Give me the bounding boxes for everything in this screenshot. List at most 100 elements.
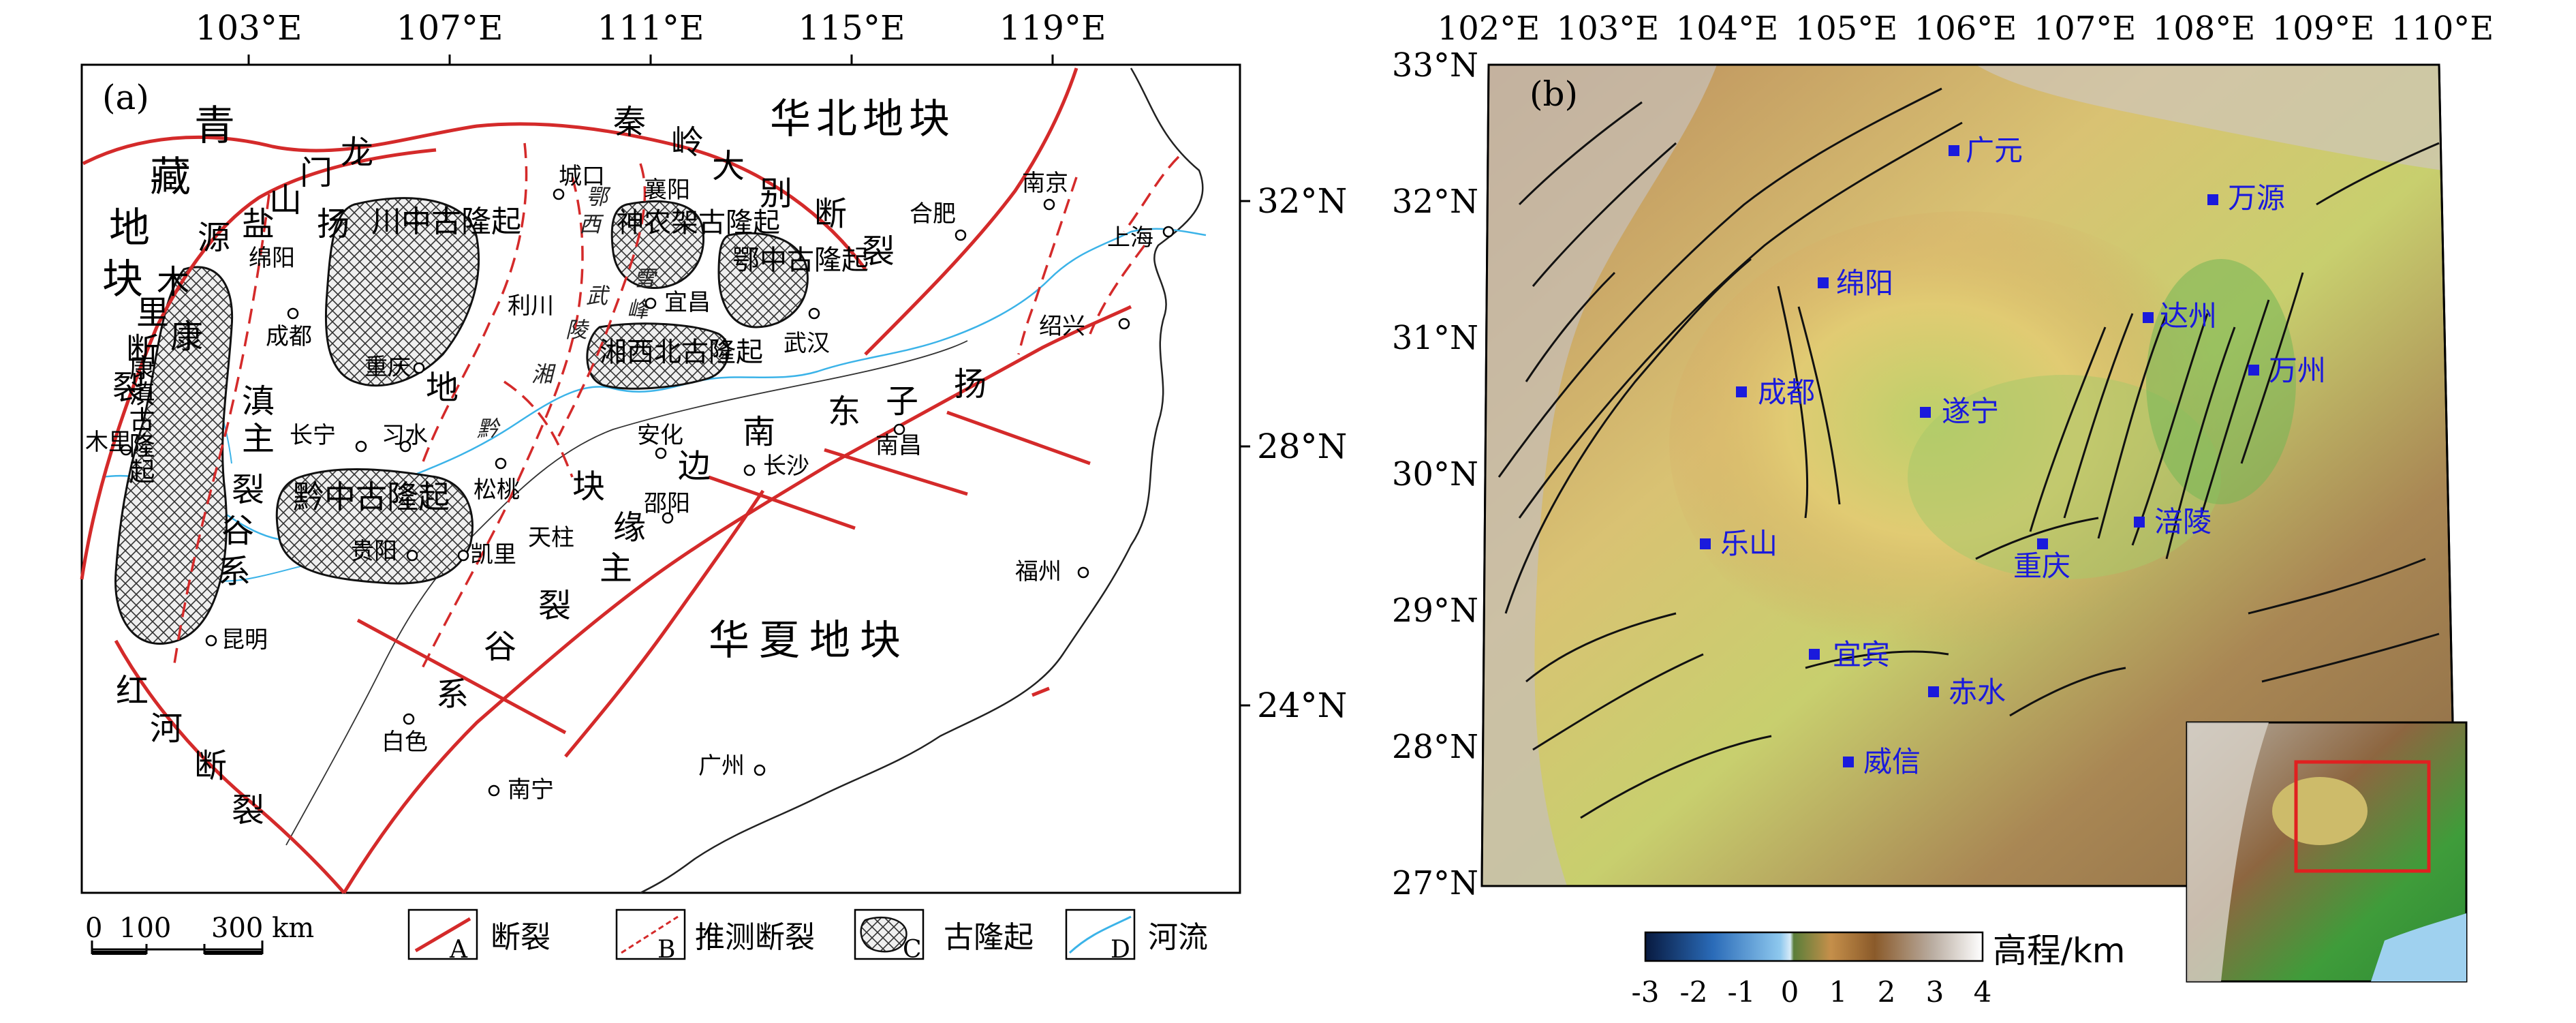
fault-char: 谷 [221,512,254,550]
lon-tick: 110°E [2391,10,2494,48]
lon-tick: 105°E [1795,10,1898,48]
fault-char: 雪 [634,266,657,292]
lat-tick: 32°N [1257,181,1347,221]
fault-short [1031,686,1050,697]
city-chengkou: 城口 [553,163,605,200]
svg-text:贵阳: 贵阳 [351,538,397,565]
block-labels: 青 藏 地 块 华北地块 华夏地块 [102,95,955,665]
block-qingzang: 藏 [150,153,191,201]
city-shanghai: 上海 [1107,224,1175,251]
city-baise: 白色 [382,713,428,756]
svg-text:南宁: 南宁 [508,776,554,804]
city-xiangyang: 襄阳 [644,177,690,204]
fault-char: 边 [678,447,711,485]
fault-char: 系 [436,675,469,714]
fault-char: 秦 [613,103,646,141]
fault-char: 断 [814,195,847,233]
lon-tick: 107°E [397,8,503,48]
fault-char: 裂 [862,232,895,271]
block-huaxia: 华夏地块 [709,617,910,665]
svg-text:福州: 福州 [1015,558,1061,585]
svg-text:上海: 上海 [1107,224,1153,251]
fault-char: 系 [218,553,251,591]
svg-text:白色: 白色 [382,729,428,756]
svg-text:广州: 广州 [698,752,745,780]
city-changsha: 长沙 [743,453,809,480]
panel-b: (b) 102°E 103°E 104°E 105°E 106°E 107°E … [1392,10,2494,1009]
uplift-qianzhong [275,468,474,585]
svg-text:习水: 习水 [382,422,428,449]
lat-tick: 32°N [1392,183,1478,221]
fault-char: 西 [579,211,604,237]
city-mianyang: 绵阳 [249,245,295,272]
lat-tick: 24°N [1257,686,1347,725]
svg-text:合肥: 合肥 [910,200,956,228]
scale-tick: 100 [119,913,171,944]
fault-char: 块 [572,468,605,506]
svg-text:松桃: 松桃 [474,476,520,504]
svg-text:武汉: 武汉 [783,330,830,357]
lat-tick: 29°N [1392,592,1478,630]
city-chongqing-b: 重庆 [2013,538,2070,583]
block-qingzang: 青 [194,102,235,150]
coastline [640,67,1204,894]
city-fuzhou: 福州 [1015,558,1089,585]
lon-tick: 104°E [1676,10,1779,48]
svg-text:成都: 成都 [266,323,312,350]
uplift-name: 神农架古隆起 [617,207,780,239]
panel-a-lon-axis: 103°E 107°E 111°E 115°E 119°E [196,8,1106,65]
lon-tick: 111°E [598,8,704,48]
lat-tick: 28°N [1257,427,1347,466]
city-suining: 遂宁 [1920,395,1999,428]
inset-extent-box [2294,760,2431,873]
inset-map [2186,721,2468,983]
fault-longmenshan [80,148,437,580]
svg-text:南昌: 南昌 [875,432,922,459]
colorbar-tick: 0 [1781,975,1799,1009]
fault-char: 谷 [484,628,516,666]
fault-char: 大 [712,147,745,185]
city-kaili: 凯里 [457,541,516,568]
block-qingzang: 地 [109,204,150,252]
fault-qinling-dabie [82,122,867,271]
svg-text:宜宾: 宜宾 [1833,638,1890,671]
uplift-name: 黔中古隆起 [293,478,450,515]
city-muli: 木里 [85,429,132,456]
city-shaoxing: 绍兴 [1039,313,1130,340]
scale-tick: 0 [85,913,102,944]
city-kunming: 昆明 [205,626,268,654]
fault-char: 别 [760,174,792,213]
panel-a: (a) 103°E 107°E 111°E 115°E 119°E 32°N 2… [80,8,1347,964]
fault-char: 地 [426,369,459,407]
uplift-xiangxibei [586,322,730,390]
block-huabei: 华北地块 [770,95,955,143]
fault-char: 扬 [317,205,350,243]
city-shaoyang: 邵阳 [644,490,690,524]
uplift-kangdian [114,266,234,645]
colorbar-tick: 3 [1926,975,1944,1009]
legend-item-uplift: C 古隆起 [854,909,1034,964]
panel-b-faults [1498,87,2440,819]
svg-text:凯里: 凯里 [470,541,516,568]
fault-char: 河 [150,709,183,748]
legend-item-inferred-fault: B 推测断裂 [615,909,815,964]
fault-char: 红 [116,672,149,710]
uplift-chuanzhong [324,197,480,387]
svg-text:绍兴: 绍兴 [1039,313,1085,340]
lon-tick: 109°E [2272,10,2375,48]
city-changning: 长宁 [290,422,367,453]
svg-text:古隆起: 古隆起 [944,920,1034,955]
lon-tick: 102°E [1438,10,1540,48]
fault-honghe [114,639,345,894]
lon-tick: 103°E [196,8,302,48]
svg-text:河流: 河流 [1148,920,1208,955]
lon-tick: 119°E [999,8,1106,48]
city-wanyuan: 万源 [2207,181,2285,215]
fault-char: 主 [242,420,275,458]
svg-text:万州: 万州 [2269,354,2326,387]
lon-tick: 107°E [2034,10,2137,48]
svg-text:万源: 万源 [2228,181,2285,215]
svg-text:天柱: 天柱 [528,524,574,551]
legend-item-fault: A 断裂 [407,909,550,964]
svg-text:B: B [657,936,675,964]
